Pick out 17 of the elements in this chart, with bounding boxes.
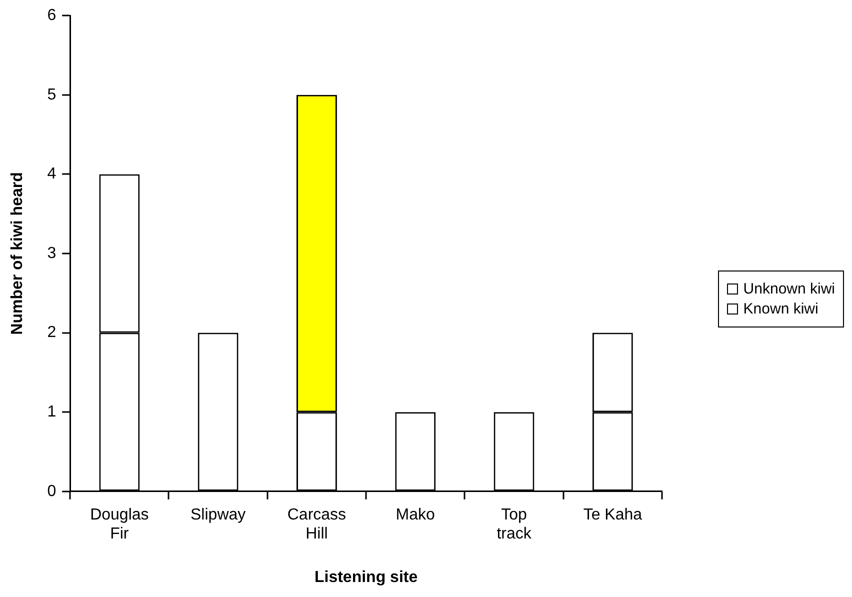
text: Known kiwi	[743, 300, 818, 317]
x-tick-label: Top track	[496, 506, 532, 543]
y-tick-label: 5	[47, 86, 56, 104]
text: Unknown kiwi	[743, 280, 835, 297]
y-tick-label: 1	[47, 404, 56, 421]
x-tick-label: Slipway	[190, 506, 246, 524]
x-axis-title: Listening site	[314, 568, 418, 586]
y-tick-label: 6	[47, 7, 56, 24]
y-tick-label: 3	[47, 244, 56, 262]
y-tick-label: 4	[47, 166, 56, 183]
x-tick-label: Mako	[396, 506, 436, 524]
x-tick-label: Carcass Hill	[287, 506, 346, 543]
y-tick-label: 2	[47, 324, 56, 342]
y-tick-label: 0	[47, 482, 56, 500]
x-tick-label: Te Kaha	[583, 506, 642, 524]
y-axis-title: Number of kiwi heard	[9, 172, 26, 335]
x-tick-label: Douglas Fir	[90, 506, 149, 543]
